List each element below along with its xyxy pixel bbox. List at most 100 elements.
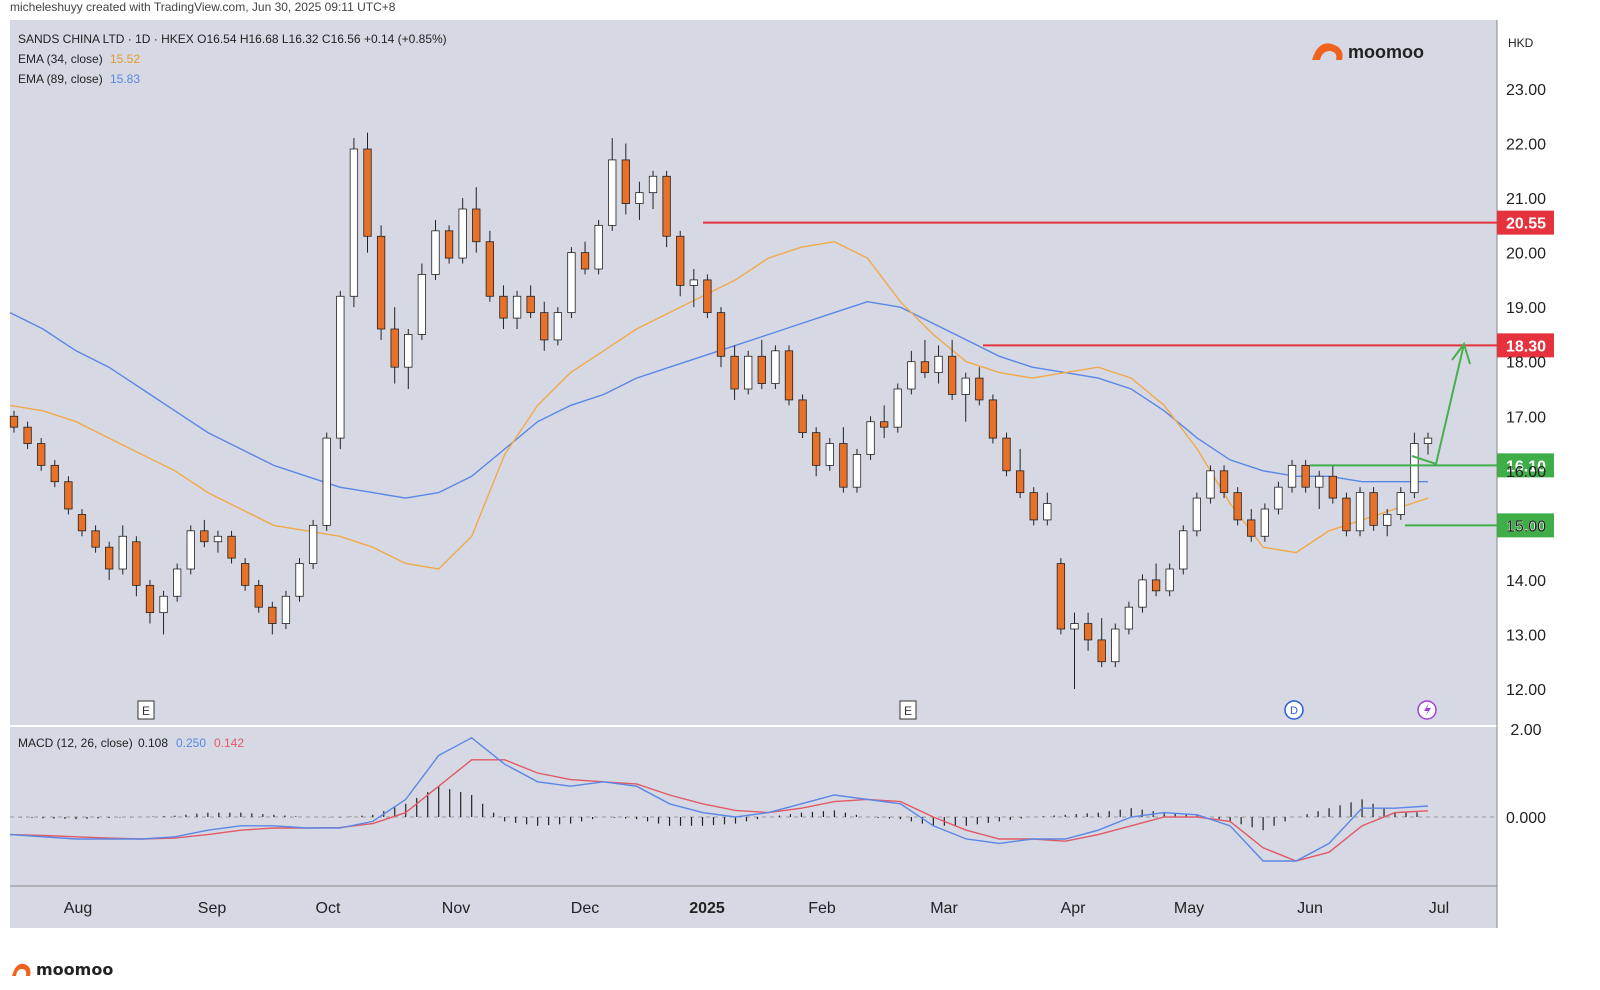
candle-body <box>975 377 984 401</box>
candle <box>798 394 807 439</box>
ema89-legend-value: 15.83 <box>110 72 140 86</box>
candle <box>50 459 59 488</box>
candle-body <box>1301 464 1310 488</box>
candle <box>349 138 359 308</box>
candle <box>703 274 712 319</box>
candle <box>812 427 821 477</box>
candle <box>540 301 549 351</box>
candle <box>1138 574 1147 613</box>
lightning-marker[interactable] <box>1417 700 1437 720</box>
candle-body <box>268 606 277 624</box>
candle <box>77 509 87 537</box>
x-tick-label: Apr <box>1061 900 1087 917</box>
time-axis-bg <box>10 886 1497 928</box>
x-tick-label: Feb <box>808 900 836 917</box>
candle <box>295 558 304 602</box>
currency-label: HKD <box>1508 36 1534 50</box>
candle <box>852 449 862 493</box>
candle-body <box>635 192 644 204</box>
level-tag-20.55 <box>1497 210 1554 235</box>
earnings-marker-1[interactable]: E <box>137 700 155 720</box>
y-tick-label: 22.00 <box>1506 137 1546 154</box>
candle-body <box>730 355 739 390</box>
candle <box>1002 432 1011 477</box>
candle <box>254 579 263 613</box>
candle-body <box>757 355 766 384</box>
candle-body <box>444 230 454 259</box>
candle <box>920 339 930 379</box>
candle-body <box>431 230 440 275</box>
candle <box>213 530 223 553</box>
candle-body <box>744 355 753 390</box>
candle-body <box>798 399 807 434</box>
y-tick-label: 14.00 <box>1506 573 1546 590</box>
candle-body <box>1111 628 1120 663</box>
candle <box>1056 558 1066 635</box>
candle-body <box>812 432 821 466</box>
y-tick-label: 19.00 <box>1506 300 1546 317</box>
y-tick-label: 12.00 <box>1506 682 1546 699</box>
candle <box>1383 509 1392 537</box>
credit-line: micheleshuyy created with TradingView.co… <box>10 0 396 14</box>
y-tick-label: 18.00 <box>1506 355 1546 372</box>
candle <box>105 541 114 580</box>
candle-body <box>336 295 345 439</box>
candle-body <box>173 568 182 597</box>
macd-y-tick-label: 2.00 <box>1510 722 1541 739</box>
candle-body <box>1070 623 1079 630</box>
candle-body <box>295 563 304 597</box>
candle-body <box>308 524 318 564</box>
candle-body <box>648 175 658 194</box>
earnings-marker-2[interactable]: E <box>899 700 917 720</box>
candle-body <box>771 350 780 384</box>
candle-body <box>1274 486 1283 510</box>
dividend-marker[interactable]: D <box>1284 700 1304 720</box>
candle <box>376 225 386 340</box>
candle <box>744 350 753 395</box>
macd-y-tick-label: 0.000 <box>1506 810 1546 827</box>
candle <box>825 438 834 471</box>
candle-body <box>1260 508 1269 537</box>
candle <box>363 132 372 253</box>
candle <box>784 345 794 406</box>
candle <box>118 525 127 575</box>
candle <box>23 421 32 449</box>
y-tick-label: 21.00 <box>1506 191 1546 208</box>
candle-body <box>676 235 685 286</box>
candle <box>1342 492 1351 537</box>
x-tick-label: May <box>1174 900 1204 917</box>
candle-body <box>784 350 794 401</box>
candle <box>1083 612 1093 651</box>
candle-body <box>1029 492 1038 521</box>
candle-body <box>390 328 399 368</box>
candle <box>757 339 766 389</box>
candle-body <box>363 148 372 237</box>
x-tick-label: Nov <box>442 900 470 917</box>
candle <box>961 372 970 422</box>
candle <box>1274 481 1283 515</box>
y-tick-label: 17.00 <box>1506 409 1546 426</box>
candle-body <box>1410 443 1419 494</box>
candle-body <box>1083 623 1093 641</box>
candle-body <box>703 279 712 314</box>
ema34-line <box>9 240 1429 570</box>
bottom-brand-text: moomoo <box>36 959 114 979</box>
candle-body <box>1206 470 1215 499</box>
y-tick-label: 16.00 <box>1506 464 1546 481</box>
candle-body <box>1219 470 1229 494</box>
candle <box>512 290 522 329</box>
candle <box>1396 487 1405 520</box>
x-tick-label: Aug <box>64 900 92 917</box>
level-tag-16.10 <box>1497 453 1554 478</box>
candle <box>1219 465 1229 499</box>
candle-body <box>866 421 875 455</box>
level-tag-text-18.30: 18.30 <box>1506 338 1546 355</box>
moomoo-bottom-icon <box>12 963 31 976</box>
candle-body <box>1097 639 1106 663</box>
candle-body <box>1015 470 1025 494</box>
candle <box>1260 503 1269 542</box>
candle <box>417 263 427 340</box>
level-tag-text-16.10: 16.10 <box>1506 458 1546 475</box>
candle <box>907 350 916 395</box>
